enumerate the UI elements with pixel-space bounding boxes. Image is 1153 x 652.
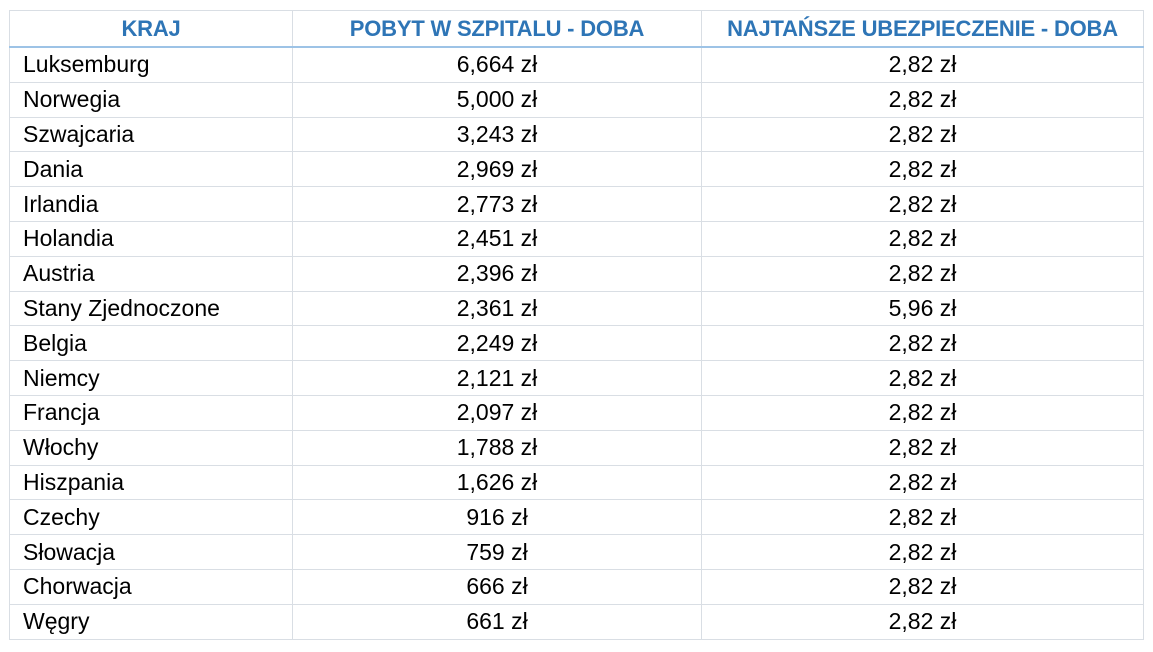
hospital-stay-cost-cell: 2,451 zł: [292, 220, 702, 257]
country-cell: Chorwacja: [9, 568, 293, 605]
insurance-cost-cell: 2,82 zł: [701, 499, 1144, 536]
insurance-cost-cell: 5,96 zł: [701, 290, 1144, 327]
table-row: Austria 2,396 zł 2,82 zł: [9, 255, 1144, 292]
table-row: Norwegia 5,000 zł 2,82 zł: [9, 81, 1144, 118]
insurance-cost-cell: 2,82 zł: [701, 534, 1144, 570]
hospital-stay-cost-cell: 6,664 zł: [292, 46, 702, 83]
country-cell: Francja: [9, 394, 293, 431]
country-cell: Holandia: [9, 220, 293, 257]
insurance-cost-cell: 2,82 zł: [701, 325, 1144, 362]
hospital-stay-cost-cell: 2,097 zł: [292, 394, 702, 431]
hospital-stay-cost-cell: 759 zł: [292, 534, 702, 570]
table-row: Węgry 661 zł 2,82 zł: [9, 603, 1144, 640]
hospital-stay-cost-cell: 1,788 zł: [292, 429, 702, 466]
hospital-stay-cost-cell: 2,773 zł: [292, 186, 702, 222]
table-body: Luksemburg 6,664 zł 2,82 zł Norwegia 5,000 z…: [9, 46, 1144, 640]
hospital-stay-cost-cell: 2,249 zł: [292, 325, 702, 362]
table-row: Czechy 916 zł 2,82 zł: [9, 499, 1144, 536]
header-row: KRAJ POBYT W SZPITALU - DOBA NAJTAŃSZE U…: [9, 10, 1144, 48]
hospital-stay-cost-cell: 2,969 zł: [292, 151, 702, 188]
country-cell: Szwajcaria: [9, 116, 293, 153]
table-row: Holandia 2,451 zł 2,82 zł: [9, 220, 1144, 257]
cost-table-container: KRAJ POBYT W SZPITALU - DOBA NAJTAŃSZE U…: [9, 10, 1144, 640]
country-cell: Norwegia: [9, 81, 293, 118]
table-row: Hiszpania 1,626 zł 2,82 zł: [9, 464, 1144, 501]
country-cell: Dania: [9, 151, 293, 188]
hospital-stay-cost-cell: 3,243 zł: [292, 116, 702, 153]
insurance-cost-cell: 2,82 zł: [701, 220, 1144, 257]
table-row: Stany Zjednoczone 2,361 zł 5,96 zł: [9, 290, 1144, 327]
country-cell: Słowacja: [9, 534, 293, 570]
table-row: Luksemburg 6,664 zł 2,82 zł: [9, 46, 1144, 83]
column-header-country: KRAJ: [9, 10, 293, 48]
insurance-cost-cell: 2,82 zł: [701, 464, 1144, 501]
hospital-stay-cost-cell: 5,000 zł: [292, 81, 702, 118]
insurance-cost-cell: 2,82 zł: [701, 151, 1144, 188]
insurance-cost-cell: 2,82 zł: [701, 255, 1144, 292]
hospital-stay-cost-cell: 916 zł: [292, 499, 702, 536]
insurance-cost-cell: 2,82 zł: [701, 46, 1144, 83]
country-cell: Włochy: [9, 429, 293, 466]
table-row: Belgia 2,249 zł 2,82 zł: [9, 325, 1144, 362]
country-cell: Stany Zjednoczone: [9, 290, 293, 327]
table-row: Niemcy 2,121 zł 2,82 zł: [9, 360, 1144, 396]
insurance-cost-cell: 2,82 zł: [701, 568, 1144, 605]
hospital-stay-cost-cell: 1,626 zł: [292, 464, 702, 501]
table-header: KRAJ POBYT W SZPITALU - DOBA NAJTAŃSZE U…: [9, 10, 1144, 48]
insurance-cost-cell: 2,82 zł: [701, 394, 1144, 431]
insurance-cost-cell: 2,82 zł: [701, 360, 1144, 396]
country-cell: Luksemburg: [9, 46, 293, 83]
country-cell: Belgia: [9, 325, 293, 362]
table-row: Słowacja 759 zł 2,82 zł: [9, 534, 1144, 570]
country-cell: Węgry: [9, 603, 293, 640]
hospital-stay-cost-cell: 2,396 zł: [292, 255, 702, 292]
insurance-cost-cell: 2,82 zł: [701, 116, 1144, 153]
hospital-stay-cost-cell: 666 zł: [292, 568, 702, 605]
country-cell: Czechy: [9, 499, 293, 536]
hospital-stay-cost-cell: 2,361 zł: [292, 290, 702, 327]
insurance-cost-cell: 2,82 zł: [701, 429, 1144, 466]
column-header-hospital-stay: POBYT W SZPITALU - DOBA: [292, 10, 702, 48]
hospital-stay-cost-cell: 2,121 zł: [292, 360, 702, 396]
country-cell: Hiszpania: [9, 464, 293, 501]
table-row: Dania 2,969 zł 2,82 zł: [9, 151, 1144, 188]
table-row: Irlandia 2,773 zł 2,82 zł: [9, 186, 1144, 222]
country-cell: Austria: [9, 255, 293, 292]
table-row: Chorwacja 666 zł 2,82 zł: [9, 568, 1144, 605]
insurance-cost-cell: 2,82 zł: [701, 81, 1144, 118]
cost-table: KRAJ POBYT W SZPITALU - DOBA NAJTAŃSZE U…: [9, 10, 1144, 640]
hospital-stay-cost-cell: 661 zł: [292, 603, 702, 640]
table-row: Szwajcaria 3,243 zł 2,82 zł: [9, 116, 1144, 153]
table-row: Francja 2,097 zł 2,82 zł: [9, 394, 1144, 431]
insurance-cost-cell: 2,82 zł: [701, 186, 1144, 222]
column-header-cheapest-insurance: NAJTAŃSZE UBEZPIECZENIE - DOBA: [701, 10, 1144, 48]
country-cell: Irlandia: [9, 186, 293, 222]
table-row: Włochy 1,788 zł 2,82 zł: [9, 429, 1144, 466]
insurance-cost-cell: 2,82 zł: [701, 603, 1144, 640]
country-cell: Niemcy: [9, 360, 293, 396]
